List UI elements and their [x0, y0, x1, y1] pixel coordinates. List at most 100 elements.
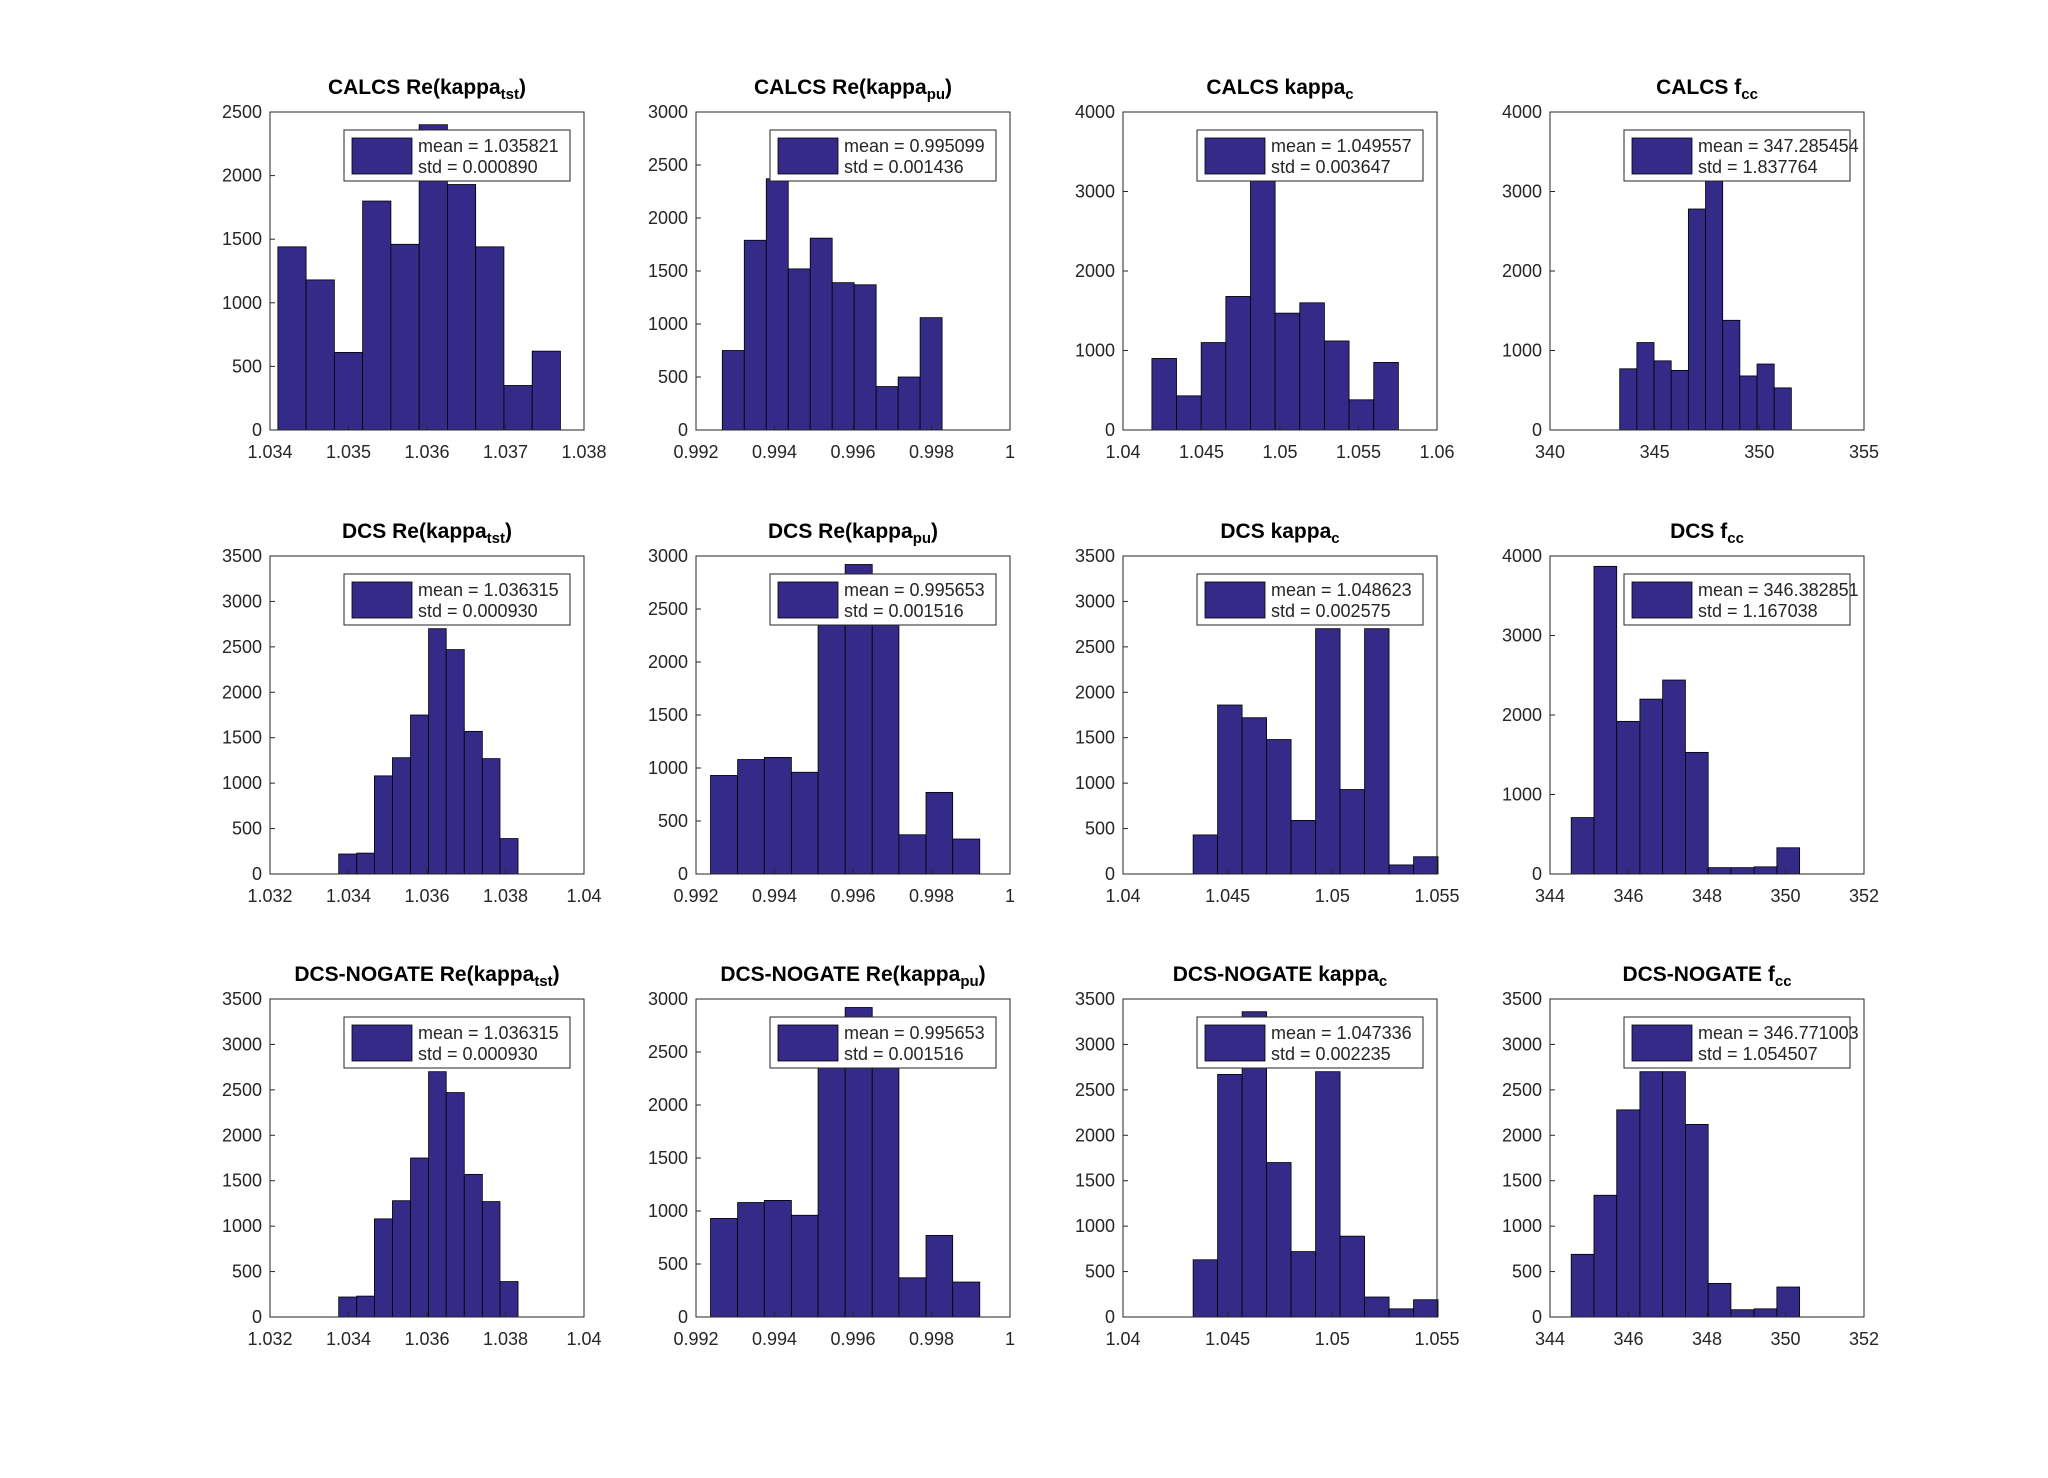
legend-entry: mean = 346.771003 [1698, 1023, 1859, 1043]
y-tick-label: 1000 [1502, 1216, 1542, 1236]
bar [1274, 312, 1301, 431]
x-tick-label: 0.994 [752, 886, 797, 906]
y-tick-label: 1000 [1502, 341, 1542, 361]
bar [1315, 628, 1341, 875]
bar [1776, 847, 1801, 875]
histogram-panel: 1.04 1.045 1.05 1.055 1.06 0 1000 2000 3000 4000 C… [1075, 76, 1455, 462]
y-tick-label: 1500 [1075, 1171, 1115, 1191]
bar [790, 771, 819, 875]
x-tick-label: 0.994 [752, 1329, 797, 1349]
bar [787, 268, 811, 431]
x-tick-label: 350 [1744, 442, 1774, 462]
bar [1636, 342, 1655, 431]
bar [1151, 358, 1177, 431]
legend-swatch [777, 137, 839, 175]
bar [721, 350, 745, 431]
bar [1776, 1286, 1801, 1318]
legend-swatch [351, 1024, 413, 1062]
y-tick-label: 3500 [1075, 989, 1115, 1009]
y-tick-label: 2000 [1075, 682, 1115, 702]
y-tick-label: 0 [252, 864, 262, 884]
title-text: ) [945, 76, 952, 99]
bar [428, 1071, 447, 1318]
histogram-panel: 1.034 1.035 1.036 1.037 1.038 0 500 1000 1500 200… [222, 76, 607, 462]
x-tick-label: 1.04 [1105, 886, 1140, 906]
x-tick-label: 340 [1535, 442, 1565, 462]
y-tick-label: 1000 [648, 1201, 688, 1221]
bar [1739, 375, 1758, 431]
y-tick-label: 3000 [1502, 1034, 1542, 1054]
y-tick-label: 2000 [222, 1125, 262, 1145]
bar [925, 791, 954, 875]
bar [1176, 395, 1202, 431]
x-tick-label: 1 [1005, 886, 1015, 906]
bar [1653, 360, 1672, 431]
y-tick-label: 1000 [1075, 773, 1115, 793]
bar [763, 757, 792, 875]
bar [737, 1202, 765, 1318]
legend-entry: mean = 1.047336 [1271, 1023, 1412, 1043]
bar [1705, 175, 1724, 431]
bar [356, 1295, 375, 1318]
legend-swatch [777, 581, 839, 619]
x-tick-label: 350 [1770, 1329, 1800, 1349]
axes-box [1122, 998, 1438, 1318]
x-tick-label: 1.034 [326, 1329, 371, 1349]
legend-entry: mean = 0.995653 [844, 580, 985, 600]
x-tick-label: 0.998 [909, 886, 954, 906]
x-tick-label: 1.06 [1419, 442, 1454, 462]
x-tick-label: 1.045 [1205, 1329, 1250, 1349]
legend-entry: std = 0.000930 [418, 1044, 538, 1064]
bar [1662, 1071, 1686, 1318]
title-text: DCS-NOGATE Re(kappa [720, 963, 960, 986]
x-tick-label: 1.04 [1105, 1329, 1140, 1349]
bar [392, 1200, 411, 1318]
bar [1413, 856, 1439, 875]
title-text: DCS Re(kappa [342, 520, 487, 543]
title-subscript: c [1345, 86, 1353, 103]
panel-title: DCS-NOGATE fcc [1622, 963, 1791, 990]
bar [1685, 751, 1709, 875]
title-subscript: cc [1741, 86, 1758, 103]
y-tick-label: 500 [232, 356, 262, 376]
x-tick-label: 1.035 [326, 442, 371, 462]
y-tick-label: 500 [1512, 1262, 1542, 1282]
panel-title: CALCS Re(kappatst) [328, 76, 526, 103]
bar [925, 1234, 954, 1318]
y-tick-label: 1000 [1075, 1216, 1115, 1236]
histogram-panel: 1.032 1.034 1.036 1.038 1.04 0 500 1000 1500 2000… [222, 963, 602, 1349]
bar [1192, 1259, 1219, 1318]
x-tick-label: 355 [1849, 442, 1879, 462]
bar [1639, 698, 1664, 875]
y-tick-label: 3000 [1502, 626, 1542, 646]
y-tick-label: 3000 [648, 546, 688, 566]
bar [1707, 1282, 1732, 1318]
bar [1730, 867, 1755, 875]
x-tick-label: 1.04 [1105, 442, 1140, 462]
y-tick-label: 3000 [222, 1034, 262, 1054]
title-text: ) [979, 963, 986, 986]
title-subscript: cc [1727, 530, 1744, 547]
y-tick-label: 2500 [648, 599, 688, 619]
y-tick-label: 3500 [222, 546, 262, 566]
legend-entry: std = 1.054507 [1698, 1044, 1818, 1064]
histogram-panel: 340 345 350 355 0 1000 2000 3000 4000 CALCS fcc me… [1502, 76, 1879, 462]
y-tick-label: 500 [232, 819, 262, 839]
y-tick-label: 3000 [222, 591, 262, 611]
axes-box [1122, 555, 1438, 875]
bar [743, 239, 767, 431]
bar [305, 279, 335, 431]
title-subscript: cc [1775, 973, 1792, 990]
bar [447, 184, 477, 431]
bar [333, 352, 364, 431]
bar [898, 834, 927, 875]
y-tick-label: 0 [678, 420, 688, 440]
bar [1339, 789, 1365, 875]
bar [481, 758, 501, 875]
bar [1722, 319, 1741, 431]
bar [1315, 1071, 1341, 1318]
x-tick-label: 1.032 [247, 1329, 292, 1349]
x-tick-label: 0.996 [830, 886, 875, 906]
y-tick-label: 2000 [1075, 261, 1115, 281]
bar [1364, 1296, 1390, 1318]
